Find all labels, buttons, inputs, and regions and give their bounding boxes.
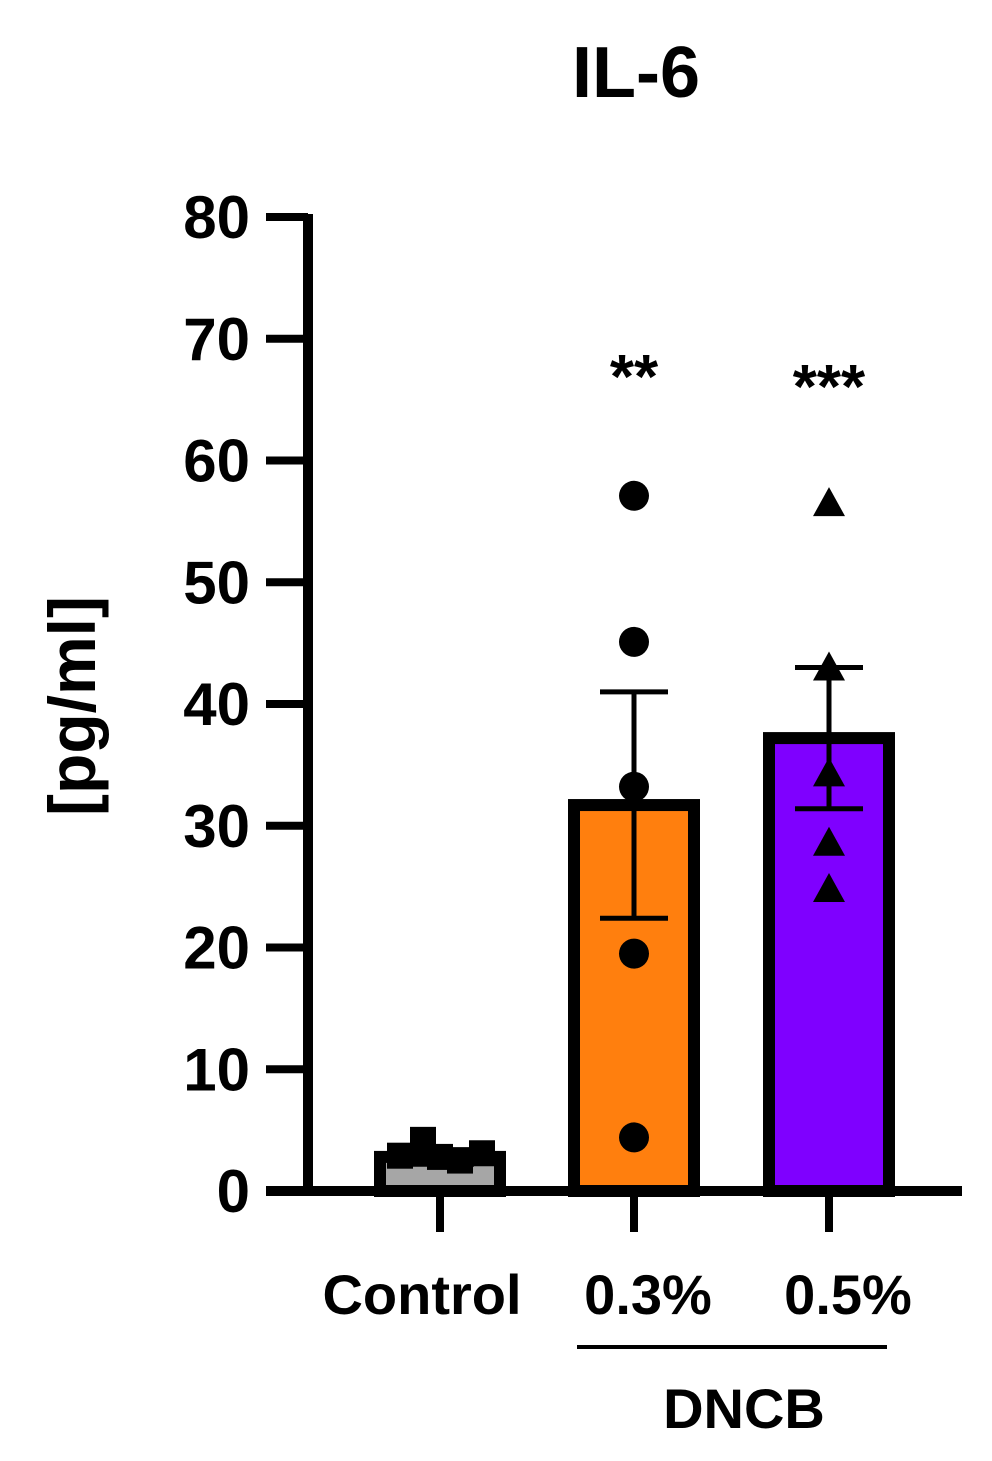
y-tick-label: 10 — [183, 1036, 250, 1103]
data-point — [813, 487, 845, 517]
x-category-label: 0.5% — [784, 1263, 912, 1326]
y-tick-label: 30 — [183, 793, 250, 860]
data-point — [813, 757, 845, 787]
y-axis-label: [pg/ml] — [35, 596, 109, 816]
dncb-group-label: DNCB — [663, 1377, 825, 1440]
significance-label: *** — [793, 353, 866, 422]
data-point — [619, 480, 649, 511]
y-tick-label: 20 — [183, 915, 250, 982]
y-tick-label: 60 — [183, 428, 250, 495]
data-point — [619, 938, 649, 969]
data-point — [619, 626, 649, 657]
data-point — [387, 1142, 413, 1169]
x-ticks-layer: Control 0.3% 0.5% — [322, 1196, 912, 1326]
data-point — [813, 826, 845, 856]
y-ticks-layer: 0 10 20 30 40 50 60 70 80 — [183, 184, 308, 1225]
y-tick-label: 40 — [183, 671, 250, 738]
data-point — [813, 651, 845, 681]
significance-label: ** — [610, 343, 659, 412]
y-tick-label: 0 — [217, 1158, 250, 1225]
x-category-label: 0.3% — [584, 1263, 712, 1326]
y-tick-label: 50 — [183, 549, 250, 616]
data-point — [447, 1147, 473, 1174]
x-category-label: Control — [322, 1263, 521, 1326]
y-tick-label: 80 — [183, 184, 250, 251]
data-point — [813, 873, 845, 903]
data-point — [619, 1122, 649, 1153]
data-point — [469, 1140, 495, 1167]
chart-title: IL-6 — [572, 33, 700, 113]
data-point — [619, 771, 649, 802]
data-points-layer — [387, 480, 845, 1174]
significance-layer: ** *** — [610, 343, 866, 422]
y-tick-label: 70 — [183, 306, 250, 373]
